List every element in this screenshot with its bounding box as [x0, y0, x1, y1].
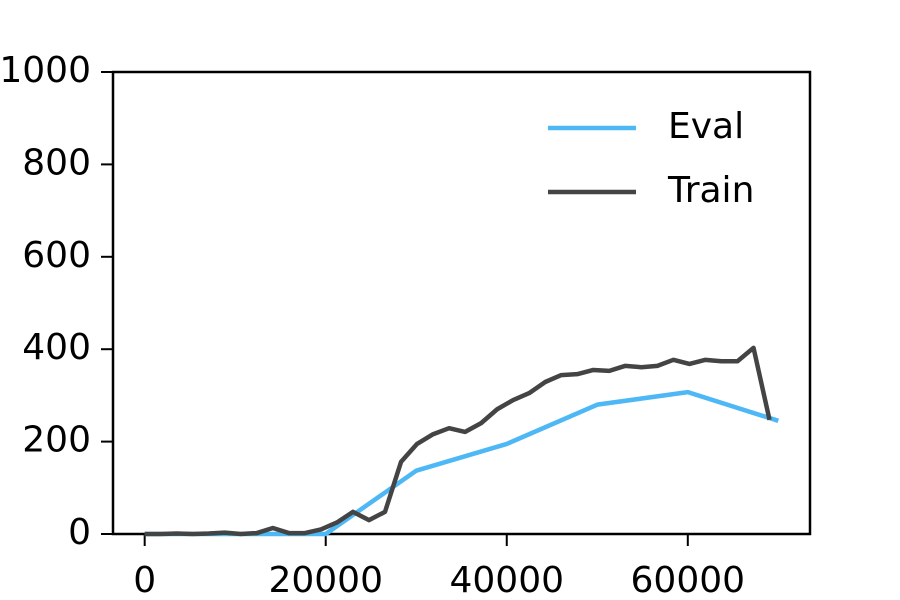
x-tick-label: 0 [133, 560, 156, 600]
legend-label: Train [667, 170, 754, 211]
y-tick-label: 800 [22, 142, 91, 183]
series-line [144, 345, 772, 537]
y-tick-label: 200 [22, 420, 91, 461]
x-tick-label: 60000 [631, 560, 746, 600]
y-tick-label: 0 [68, 512, 91, 553]
y-tick-label: 1000 [0, 50, 91, 91]
plot-frame [111, 70, 812, 536]
y-tick-label: 400 [22, 327, 91, 368]
x-tick-label: 40000 [449, 560, 564, 600]
series-line [144, 389, 779, 537]
legend-label: Eval [668, 106, 744, 147]
x-tick-label: 20000 [268, 560, 383, 600]
y-tick-label: 600 [22, 235, 91, 276]
